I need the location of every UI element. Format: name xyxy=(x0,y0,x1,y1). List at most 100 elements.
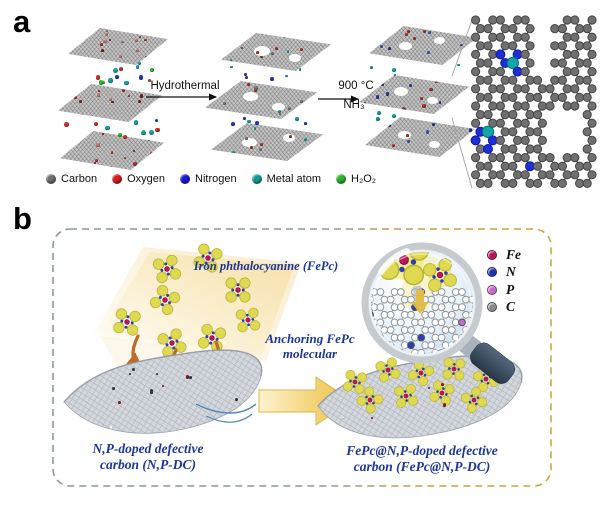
carbon-atom xyxy=(483,161,493,171)
atom-dot xyxy=(388,123,392,128)
atom-dot xyxy=(440,382,444,387)
atom-dot xyxy=(101,48,105,52)
nitrogen-atom xyxy=(487,135,498,146)
carbon-dot-icon xyxy=(46,174,56,184)
carbon-atom xyxy=(396,333,405,342)
nitrogen-atom xyxy=(525,161,535,172)
atom-dot xyxy=(271,52,274,55)
atom-dot xyxy=(355,365,359,368)
carbon-atom xyxy=(550,24,560,34)
carbon-atom xyxy=(471,118,481,128)
graphene-oxide-sheet xyxy=(58,84,162,122)
carbon-atom xyxy=(513,118,523,128)
carbon-atom xyxy=(508,24,518,34)
atom-dot xyxy=(149,130,154,136)
atom-dot xyxy=(137,99,142,103)
atom-dot xyxy=(247,82,251,86)
atom-dot xyxy=(299,100,303,103)
carbon-atom xyxy=(361,296,368,303)
atom-dot xyxy=(97,93,101,97)
atom-dot xyxy=(278,112,282,115)
carbon-atom xyxy=(520,15,530,25)
legend-item-carbon: Carbon xyxy=(46,173,97,185)
atom-dot xyxy=(97,89,101,93)
carbon-atom xyxy=(475,75,485,85)
atom-dot xyxy=(363,101,367,105)
carbon-atom xyxy=(570,101,580,111)
carbon-atom xyxy=(441,326,450,334)
atom-dot xyxy=(422,29,426,33)
carbon-atom xyxy=(570,32,580,42)
atom-dot xyxy=(348,365,351,368)
carbon-atom xyxy=(533,127,543,137)
carbon-atom xyxy=(495,15,505,25)
atom-dot xyxy=(241,47,244,50)
carbon-atom xyxy=(550,178,560,188)
atom-dot xyxy=(428,387,431,390)
carbon-atom xyxy=(500,24,510,34)
carbon-atom xyxy=(451,303,460,312)
atom-dot xyxy=(105,125,111,131)
carbon-atom xyxy=(407,310,415,319)
atom-dot xyxy=(132,149,136,153)
atom-dot xyxy=(391,143,396,147)
carbon-atom xyxy=(400,310,409,319)
atom-dot xyxy=(427,31,432,35)
lens-highlight xyxy=(378,248,410,275)
carbon-atom xyxy=(417,333,426,342)
legend-item-metal: Metal atom xyxy=(251,173,321,185)
carbon-atom xyxy=(483,24,493,34)
carbon-atom xyxy=(537,84,548,94)
carbon-atom xyxy=(437,318,446,327)
carbon-atom xyxy=(431,333,440,342)
carbon-atom xyxy=(557,75,568,85)
fe-dot-icon xyxy=(487,249,497,260)
carbon-atom xyxy=(411,303,419,312)
carbon-atom xyxy=(557,178,568,188)
n-doped-sheet xyxy=(369,26,477,65)
atom-dot xyxy=(467,136,471,139)
interlayer-atoms xyxy=(60,118,164,139)
carbon-atom xyxy=(390,333,399,342)
carbon-atom xyxy=(508,110,518,120)
nitrogen-atom xyxy=(500,58,511,68)
carbon-atom xyxy=(520,118,530,128)
atom-dot xyxy=(118,132,123,137)
sheet-hole xyxy=(433,36,445,44)
carbon-atom xyxy=(500,144,510,154)
atom-dot xyxy=(254,86,258,90)
carbon-atom xyxy=(411,318,419,327)
carbon-atom xyxy=(376,318,385,327)
carbon-atom xyxy=(587,49,597,60)
atom-dot xyxy=(235,398,239,402)
atom-dot xyxy=(231,420,236,424)
carbon-atom xyxy=(495,67,505,77)
carbon-atom xyxy=(483,58,493,68)
carbon-atom xyxy=(562,170,572,180)
sheet-hole xyxy=(243,92,259,102)
carbon-atom xyxy=(475,24,485,34)
carbon-atom xyxy=(513,135,523,145)
atom-dot xyxy=(456,150,460,155)
carbon-atom xyxy=(587,118,597,128)
carbon-atom xyxy=(441,341,450,350)
carbon-atom xyxy=(582,24,592,34)
carbon-atom xyxy=(495,153,505,163)
c-dot-icon xyxy=(487,302,497,312)
carbon-atom xyxy=(437,333,446,342)
carbon-atom xyxy=(525,41,535,51)
magnifier-lens xyxy=(368,249,476,357)
carbon-atom xyxy=(421,295,430,304)
atom-dot xyxy=(298,68,302,71)
atom-dot xyxy=(230,65,233,69)
atom-dot xyxy=(245,137,248,140)
carbon-atom xyxy=(411,348,419,355)
atom-dot xyxy=(102,133,105,136)
carbon-atom xyxy=(575,58,585,68)
interlayer-atoms xyxy=(214,112,314,126)
carbon-atom xyxy=(471,15,481,25)
carbon-atom xyxy=(472,288,474,296)
carbon-atom xyxy=(411,288,419,296)
atom-dot xyxy=(342,416,345,419)
atom-dot xyxy=(87,165,91,169)
